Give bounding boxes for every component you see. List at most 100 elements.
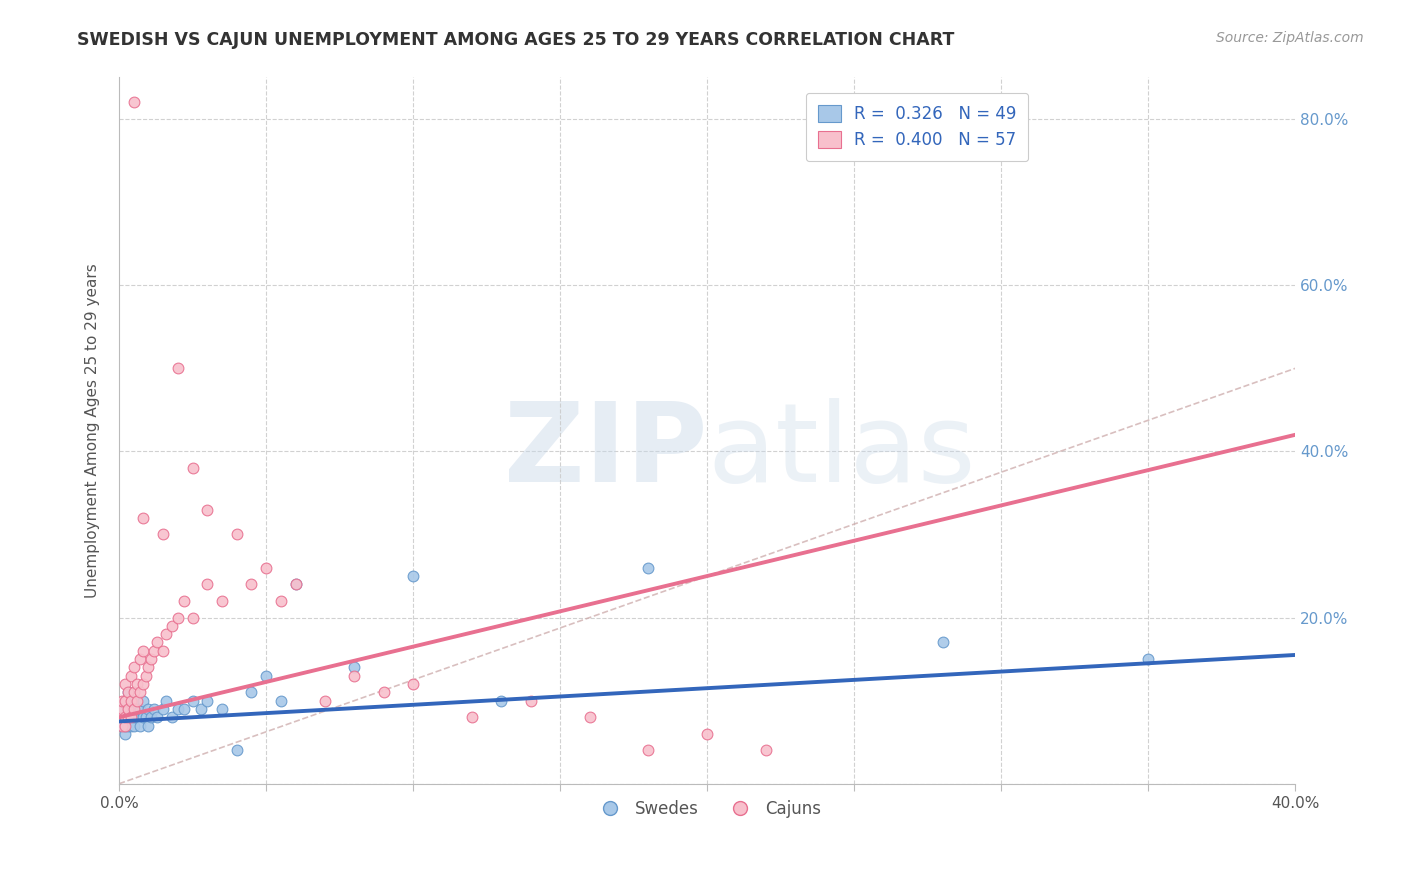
Point — [152, 527, 174, 541]
Point — [117, 685, 139, 699]
Point — [111, 702, 134, 716]
Point — [141, 710, 163, 724]
Point — [270, 693, 292, 707]
Text: SWEDISH VS CAJUN UNEMPLOYMENT AMONG AGES 25 TO 29 YEARS CORRELATION CHART: SWEDISH VS CAJUN UNEMPLOYMENT AMONG AGES… — [77, 31, 955, 49]
Point — [138, 660, 160, 674]
Point — [240, 577, 263, 591]
Point — [125, 677, 148, 691]
Point — [284, 577, 307, 591]
Point — [120, 710, 142, 724]
Point — [117, 710, 139, 724]
Point — [120, 702, 142, 716]
Point — [190, 702, 212, 716]
Point — [402, 569, 425, 583]
Point — [122, 710, 145, 724]
Point — [173, 702, 195, 716]
Point — [131, 511, 153, 525]
Point — [128, 652, 150, 666]
Point — [314, 693, 336, 707]
Point — [128, 718, 150, 732]
Point — [111, 693, 134, 707]
Point — [111, 702, 134, 716]
Point — [181, 693, 204, 707]
Point — [111, 718, 134, 732]
Point — [146, 710, 169, 724]
Point — [125, 702, 148, 716]
Point — [117, 702, 139, 716]
Point — [173, 594, 195, 608]
Text: ZIP: ZIP — [503, 398, 707, 505]
Point — [114, 718, 136, 732]
Point — [117, 685, 139, 699]
Point — [111, 710, 134, 724]
Point — [128, 685, 150, 699]
Point — [167, 702, 190, 716]
Point — [114, 710, 136, 724]
Point — [181, 461, 204, 475]
Point — [195, 502, 218, 516]
Point — [284, 577, 307, 591]
Point — [131, 693, 153, 707]
Point — [122, 702, 145, 716]
Point — [240, 685, 263, 699]
Point — [637, 560, 659, 574]
Point — [120, 710, 142, 724]
Point — [402, 677, 425, 691]
Point — [134, 669, 156, 683]
Point — [578, 710, 600, 724]
Point — [143, 644, 166, 658]
Point — [114, 693, 136, 707]
Point — [931, 635, 953, 649]
Point — [117, 702, 139, 716]
Point — [122, 685, 145, 699]
Point — [254, 669, 277, 683]
Point — [114, 727, 136, 741]
Point — [755, 743, 778, 757]
Point — [696, 727, 718, 741]
Point — [134, 710, 156, 724]
Point — [225, 743, 247, 757]
Legend: Swedes, Cajuns: Swedes, Cajuns — [586, 794, 828, 825]
Point — [211, 702, 233, 716]
Point — [138, 702, 160, 716]
Point — [114, 693, 136, 707]
Point — [114, 710, 136, 724]
Point — [111, 710, 134, 724]
Point — [141, 652, 163, 666]
Point — [160, 710, 183, 724]
Point — [120, 718, 142, 732]
Point — [152, 644, 174, 658]
Point — [120, 669, 142, 683]
Point — [155, 627, 177, 641]
Point — [111, 718, 134, 732]
Point — [131, 710, 153, 724]
Point — [373, 685, 395, 699]
Point — [270, 594, 292, 608]
Point — [637, 743, 659, 757]
Point — [131, 677, 153, 691]
Point — [131, 644, 153, 658]
Point — [1137, 652, 1160, 666]
Point — [211, 594, 233, 608]
Point — [117, 718, 139, 732]
Point — [138, 718, 160, 732]
Point — [128, 702, 150, 716]
Point — [160, 619, 183, 633]
Point — [152, 702, 174, 716]
Point — [146, 635, 169, 649]
Point — [195, 693, 218, 707]
Point — [155, 693, 177, 707]
Point — [125, 693, 148, 707]
Point — [254, 560, 277, 574]
Point — [117, 710, 139, 724]
Point — [125, 710, 148, 724]
Point — [122, 718, 145, 732]
Text: Source: ZipAtlas.com: Source: ZipAtlas.com — [1216, 31, 1364, 45]
Point — [461, 710, 484, 724]
Point — [343, 669, 366, 683]
Y-axis label: Unemployment Among Ages 25 to 29 years: Unemployment Among Ages 25 to 29 years — [86, 263, 100, 598]
Point — [343, 660, 366, 674]
Point — [122, 660, 145, 674]
Point — [114, 677, 136, 691]
Point — [114, 718, 136, 732]
